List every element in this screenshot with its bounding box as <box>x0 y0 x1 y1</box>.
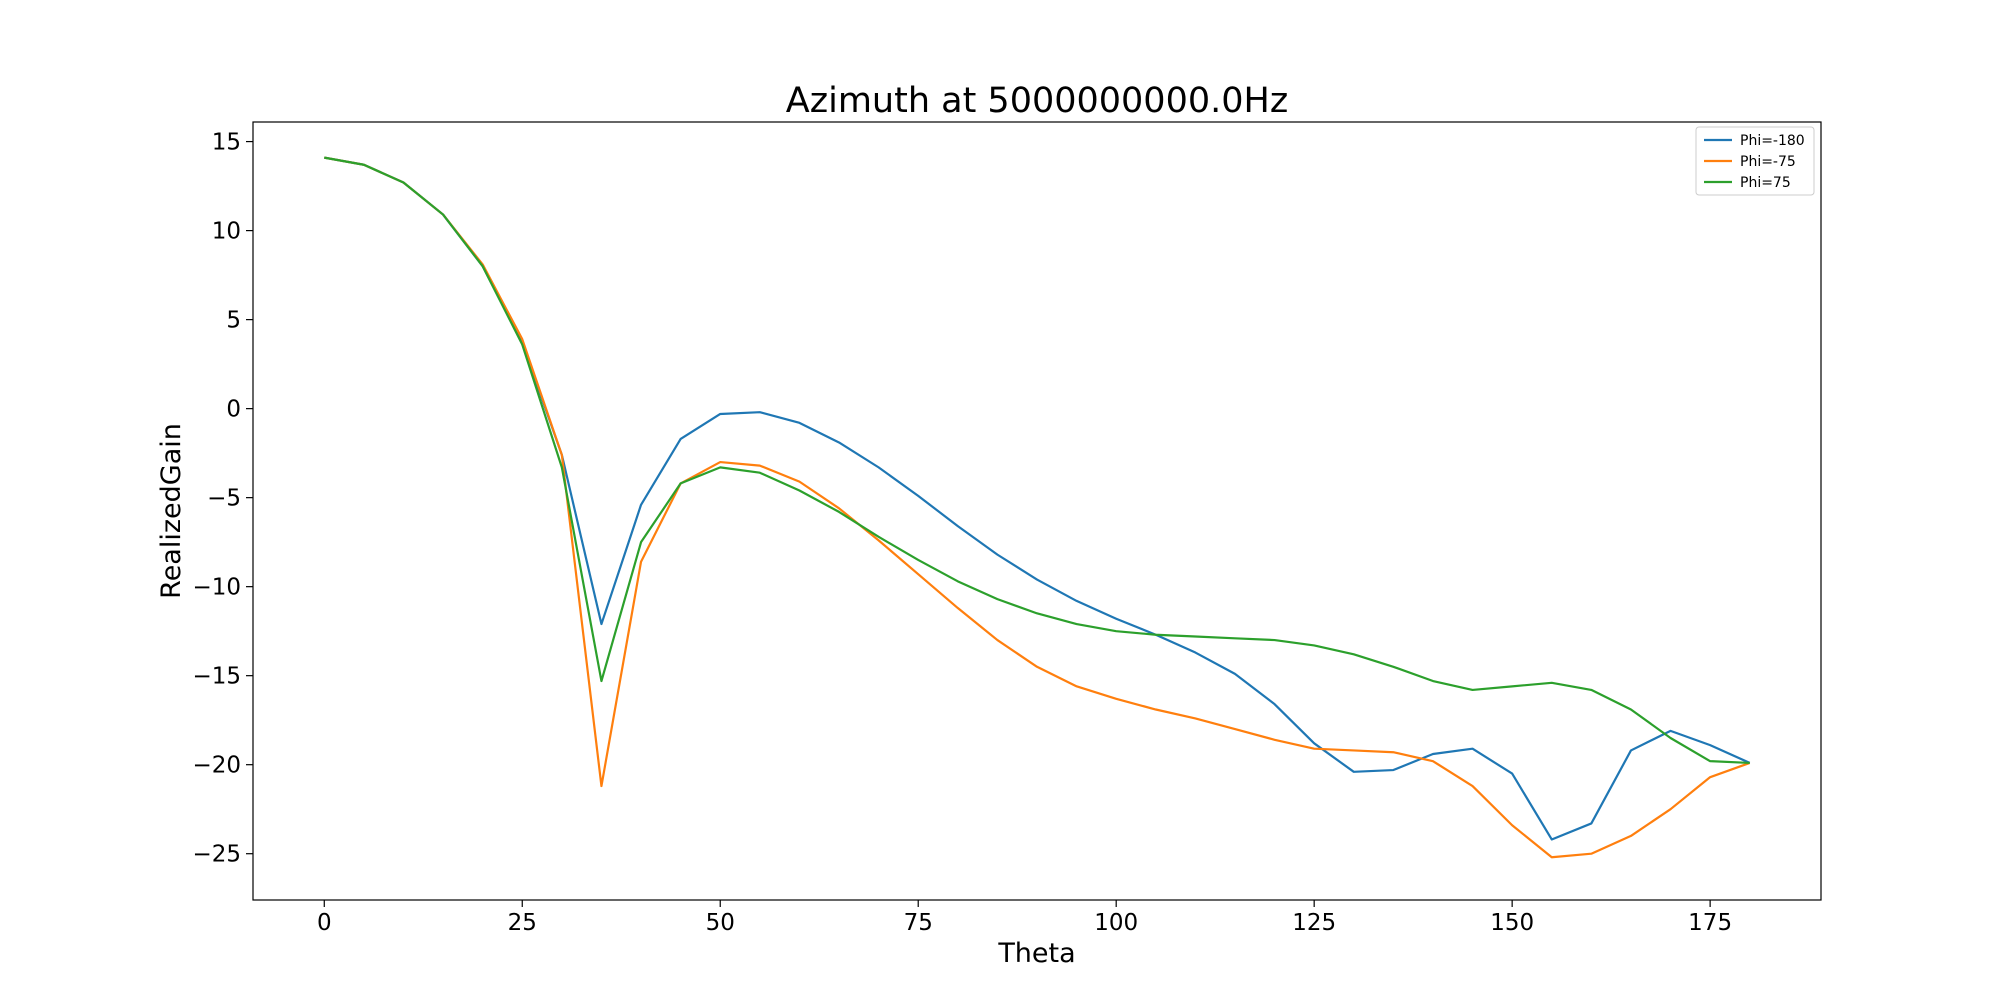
y-tick-label: −20 <box>192 753 241 779</box>
y-tick-label: −5 <box>207 486 241 512</box>
x-tick-label: 125 <box>1292 910 1336 936</box>
legend-label: Phi=-180 <box>1740 133 1805 149</box>
legend-box <box>1695 126 1815 196</box>
x-tick-label: 25 <box>508 910 537 936</box>
x-tick-label: 75 <box>904 910 933 936</box>
y-tick-label: −25 <box>192 842 241 868</box>
y-tick-label: 0 <box>226 397 241 423</box>
legend: Phi=-180 Phi=-75 Phi=75 <box>1695 126 1815 196</box>
x-axis-label: Theta <box>997 938 1075 969</box>
x-tick-label: 50 <box>706 910 735 936</box>
series-line-2 <box>324 156 1751 859</box>
y-tick-label: 15 <box>212 130 241 156</box>
y-tick-label: −10 <box>192 575 241 601</box>
legend-label: Phi=75 <box>1740 175 1791 191</box>
legend-label: Phi=-75 <box>1740 154 1796 170</box>
plot-lines <box>324 156 1751 859</box>
x-tick-label: 175 <box>1688 910 1732 936</box>
y-tick-label: 5 <box>226 308 241 334</box>
y-tick-label: 10 <box>212 219 241 245</box>
x-tick-label: 150 <box>1490 910 1534 936</box>
chart-title: Azimuth at 5000000000.0Hz <box>786 81 1288 121</box>
y-tick-label: −15 <box>192 664 241 690</box>
y-axis: 15 10 5 0 −5 −10 −15 −20 −25 <box>192 130 253 868</box>
x-tick-label: 100 <box>1094 910 1138 936</box>
plot-area-frame <box>252 121 1822 901</box>
x-axis: 0 25 50 75 100 125 150 175 <box>317 900 1732 936</box>
x-tick-label: 0 <box>317 910 332 936</box>
y-axis-label: RealizedGain <box>156 423 187 599</box>
series-line-3 <box>324 156 1750 765</box>
